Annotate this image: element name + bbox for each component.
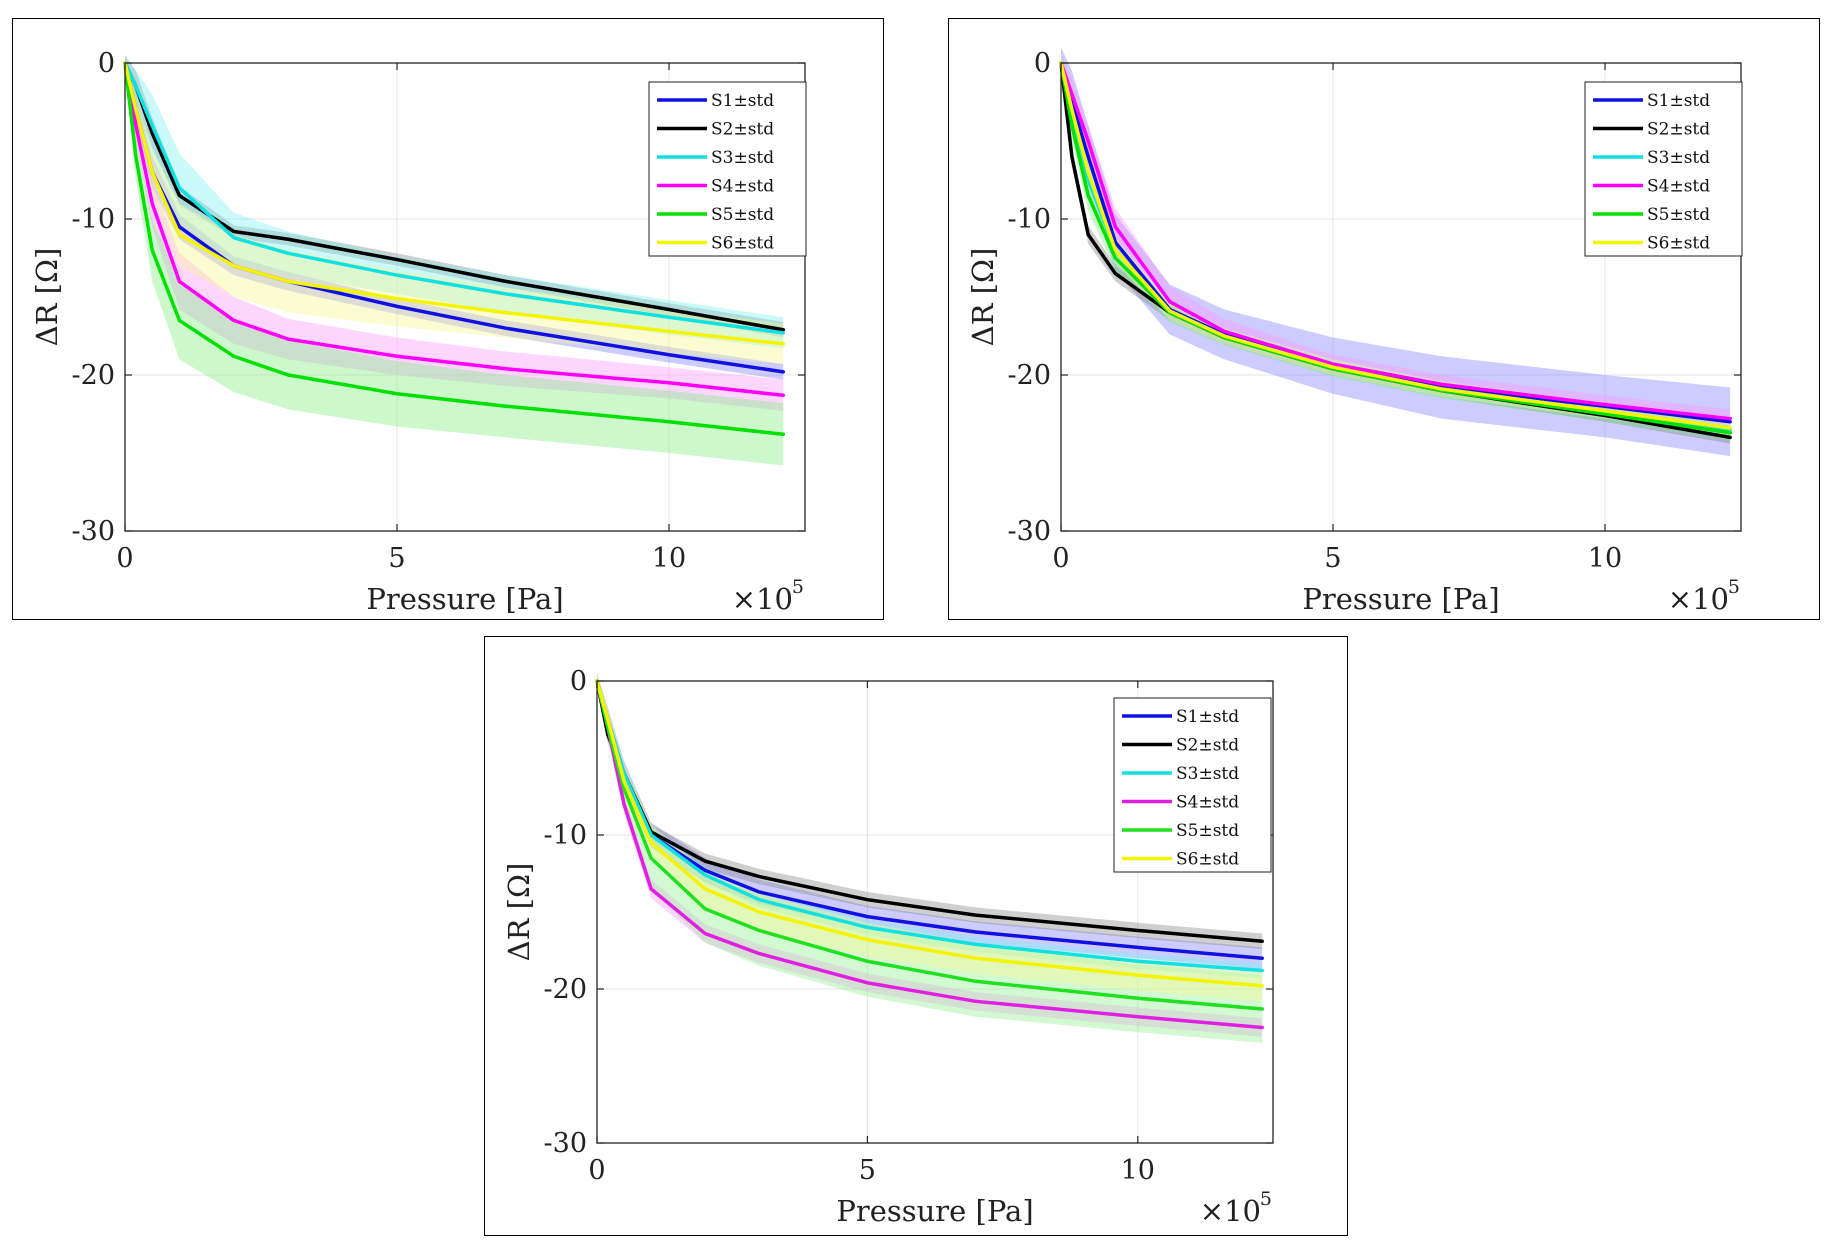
chart-panel-bottom: 0 5 10 0 -10 -20 -30 Pressure [Pa] ΔR [Ω] ×10 5 S1±… bbox=[484, 636, 1348, 1236]
x-tick-label: 5 bbox=[859, 1155, 876, 1186]
std-band-1 bbox=[125, 55, 784, 380]
axes-box bbox=[596, 680, 1274, 1144]
std-band-6 bbox=[125, 55, 784, 365]
std-band-5 bbox=[125, 55, 784, 466]
y-tick-label: 0 bbox=[570, 666, 587, 697]
series-line-4 bbox=[123, 61, 785, 398]
x-multiplier-label: ×10 bbox=[1668, 582, 1729, 616]
std-band-3 bbox=[125, 55, 784, 349]
chart-panel-top-right: 0 5 10 0 -10 -20 -30 Pressure [Pa] ΔR [Ω] ×10 5 S1±… bbox=[948, 18, 1820, 620]
std-band-4 bbox=[125, 55, 784, 411]
x-axis-label: Pressure [Pa] bbox=[366, 582, 563, 616]
legend-entry-3: S3±std bbox=[1647, 148, 1710, 168]
x-tick-label: 10 bbox=[1121, 1155, 1155, 1186]
legend-entry-6: S6±std bbox=[1647, 234, 1710, 254]
x-axis-label: Pressure [Pa] bbox=[836, 1194, 1033, 1228]
legend-entry-1: S1±std bbox=[711, 91, 774, 111]
series-line-6 bbox=[123, 61, 785, 346]
legend-entry-3: S3±std bbox=[711, 148, 774, 168]
series-line-6 bbox=[1059, 61, 1732, 430]
legend-entry-5: S5±std bbox=[711, 205, 774, 225]
legend-box bbox=[1113, 697, 1272, 873]
std-band-6 bbox=[1061, 55, 1731, 436]
std-band-6 bbox=[597, 673, 1263, 1002]
x-tick-label: 0 bbox=[1052, 543, 1069, 574]
x-tick-label: 10 bbox=[1588, 543, 1622, 574]
legend-entry-2: S2±std bbox=[711, 120, 774, 140]
legend-entry-6: S6±std bbox=[1176, 850, 1239, 870]
x-multiplier-exponent: 5 bbox=[1260, 1188, 1272, 1210]
series-line-6 bbox=[595, 679, 1264, 988]
legend-entry-1: S1±std bbox=[1176, 707, 1239, 727]
std-band-3 bbox=[1061, 55, 1731, 438]
y-tick-label: -30 bbox=[544, 1128, 587, 1159]
legend-entry-6: S6±std bbox=[711, 234, 774, 254]
y-tick-label: 0 bbox=[98, 48, 115, 79]
x-multiplier-exponent: 5 bbox=[1728, 576, 1740, 598]
std-band-4 bbox=[597, 673, 1263, 1037]
legend-entry-2: S2±std bbox=[1176, 736, 1239, 756]
y-tick-label: 0 bbox=[1034, 48, 1051, 79]
y-tick-label: -10 bbox=[1008, 204, 1051, 235]
axes-box bbox=[124, 62, 806, 532]
legend-entry-3: S3±std bbox=[1176, 764, 1239, 784]
series-line-4 bbox=[1059, 61, 1732, 421]
series-line-4 bbox=[595, 679, 1264, 1030]
legend-entry-1: S1±std bbox=[1647, 91, 1710, 111]
legend-entry-4: S4±std bbox=[1647, 177, 1710, 197]
series-line-3 bbox=[123, 61, 785, 335]
std-band-5 bbox=[597, 673, 1263, 1043]
series-line-5 bbox=[595, 679, 1264, 1011]
chart-panel-top-left: 0 5 10 0 -10 -20 -30 Pressure [Pa] ΔR [Ω] ×10 5 S1±… bbox=[12, 18, 884, 620]
y-tick-label: -20 bbox=[72, 360, 115, 391]
x-axis-label: Pressure [Pa] bbox=[1302, 582, 1499, 616]
axes-box bbox=[1060, 62, 1742, 532]
y-axis-label: ΔR [Ω] bbox=[502, 863, 536, 962]
y-tick-label: -30 bbox=[72, 516, 115, 547]
legend-box bbox=[648, 81, 807, 257]
x-multiplier-exponent: 5 bbox=[792, 576, 804, 598]
legend-entry-5: S5±std bbox=[1647, 205, 1710, 225]
std-band-2 bbox=[597, 673, 1263, 949]
x-tick-label: 5 bbox=[388, 543, 405, 574]
y-tick-label: -10 bbox=[544, 820, 587, 851]
y-tick-label: -10 bbox=[72, 204, 115, 235]
y-axis-label: ΔR [Ω] bbox=[30, 248, 64, 347]
x-tick-label: 0 bbox=[588, 1155, 605, 1186]
x-tick-label: 5 bbox=[1324, 543, 1341, 574]
legend-entry-4: S4±std bbox=[1176, 793, 1239, 813]
std-band-5 bbox=[1061, 55, 1731, 441]
x-tick-label: 10 bbox=[652, 543, 686, 574]
x-multiplier-label: ×10 bbox=[1200, 1194, 1261, 1228]
y-tick-label: -20 bbox=[544, 974, 587, 1005]
x-tick-label: 0 bbox=[116, 543, 133, 574]
series-line-5 bbox=[123, 61, 785, 437]
legend-entry-5: S5±std bbox=[1176, 821, 1239, 841]
y-axis-label: ΔR [Ω] bbox=[966, 248, 1000, 347]
std-band-1 bbox=[1061, 47, 1731, 457]
x-multiplier-label: ×10 bbox=[732, 582, 793, 616]
std-band-1 bbox=[597, 673, 1263, 969]
legend-box bbox=[1584, 81, 1743, 257]
y-tick-label: -20 bbox=[1008, 360, 1051, 391]
legend-entry-2: S2±std bbox=[1647, 120, 1710, 140]
y-tick-label: -30 bbox=[1008, 516, 1051, 547]
legend-entry-4: S4±std bbox=[711, 177, 774, 197]
